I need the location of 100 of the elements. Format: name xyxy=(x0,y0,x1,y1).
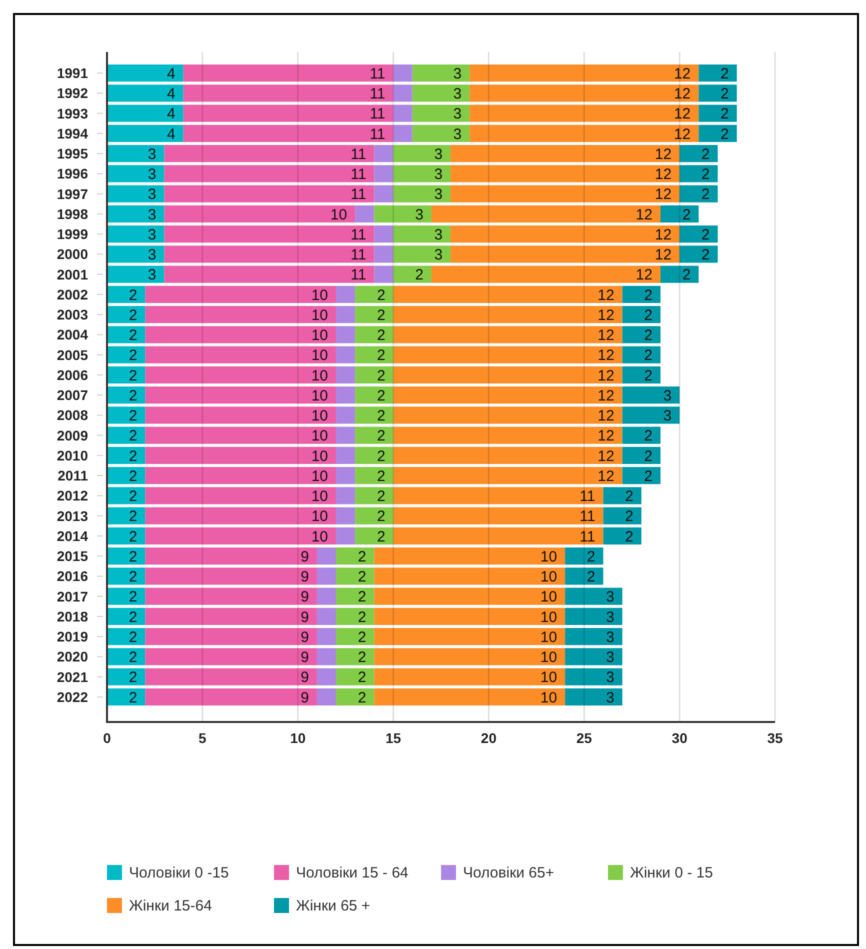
bar xyxy=(336,608,374,625)
bar xyxy=(145,406,336,424)
bar xyxy=(336,446,356,464)
data-label: 2 xyxy=(376,488,386,506)
bar xyxy=(680,165,718,182)
data-label: 12 xyxy=(598,387,614,404)
bar xyxy=(145,527,336,544)
data-label: 9 xyxy=(300,608,309,626)
data-label: 3 xyxy=(663,408,672,425)
bar xyxy=(393,406,622,424)
data-label: 2 xyxy=(376,347,386,364)
data-label: 9 xyxy=(300,548,309,566)
bar xyxy=(393,286,622,303)
bar xyxy=(107,406,146,424)
bar xyxy=(698,84,737,102)
data-label: 11 xyxy=(350,246,366,264)
data-label: 2 xyxy=(376,367,386,384)
bar xyxy=(145,386,336,404)
bar xyxy=(374,246,394,263)
data-label: 2 xyxy=(358,588,366,606)
bar xyxy=(412,84,470,102)
y-tick-label: 2022 xyxy=(56,688,88,705)
y-tick-label: 2015 xyxy=(56,548,88,564)
data-label: 3 xyxy=(453,86,462,103)
data-label: 2 xyxy=(376,306,386,324)
data-label: 2 xyxy=(128,306,138,324)
data-label: 12 xyxy=(636,206,652,224)
data-label: 2 xyxy=(128,387,138,404)
bar xyxy=(336,648,374,666)
x-tick-label: 5 xyxy=(198,730,207,746)
data-label: 11 xyxy=(580,508,596,526)
bar xyxy=(374,588,566,605)
bar xyxy=(164,246,374,263)
bar xyxy=(107,266,164,283)
data-label: 2 xyxy=(128,347,138,364)
x-tick-label: 20 xyxy=(480,730,497,746)
data-label: 12 xyxy=(654,146,672,163)
bar xyxy=(145,588,317,605)
data-label: 2 xyxy=(358,608,366,626)
bar xyxy=(164,185,374,202)
bar xyxy=(355,426,394,444)
bar xyxy=(336,467,356,484)
bar xyxy=(374,648,566,666)
data-label: 3 xyxy=(148,246,156,264)
data-label: 2 xyxy=(128,428,138,445)
bar xyxy=(107,286,146,303)
data-label: 2 xyxy=(376,327,386,344)
data-label: 2 xyxy=(128,468,138,485)
bar xyxy=(355,306,394,324)
data-label: 2 xyxy=(128,408,138,425)
data-label: 3 xyxy=(434,246,443,264)
y-tick-label: 2003 xyxy=(56,306,88,323)
data-label: 2 xyxy=(128,286,138,304)
legend-label: Чоловіки 15 - 64 xyxy=(296,864,408,882)
y-tick-label: 2005 xyxy=(56,346,88,363)
bar xyxy=(145,467,336,484)
data-label: 2 xyxy=(358,548,366,566)
data-label: 10 xyxy=(311,286,328,304)
bar xyxy=(107,588,146,605)
data-label: 2 xyxy=(720,65,729,82)
bar xyxy=(603,507,642,524)
bar xyxy=(107,507,146,524)
bar xyxy=(107,185,164,202)
data-label: 2 xyxy=(128,548,138,566)
bar xyxy=(336,507,356,524)
data-label: 2 xyxy=(644,306,652,324)
bar xyxy=(412,104,470,122)
bar xyxy=(107,124,184,142)
bar xyxy=(107,84,184,102)
x-tick-label: 30 xyxy=(672,730,688,746)
data-label: 2 xyxy=(128,689,138,706)
bar xyxy=(660,266,699,283)
bar xyxy=(622,326,660,344)
bar xyxy=(698,64,737,82)
bar xyxy=(622,386,680,404)
bar xyxy=(145,688,317,706)
bar xyxy=(107,306,146,324)
data-label: 2 xyxy=(358,568,366,586)
data-label: 3 xyxy=(434,146,443,163)
bar xyxy=(107,64,184,82)
bar xyxy=(107,648,146,666)
data-label: 2 xyxy=(376,286,386,304)
bar xyxy=(393,84,412,102)
data-label: 11 xyxy=(580,528,596,546)
bar xyxy=(622,467,660,484)
bar xyxy=(393,386,622,404)
data-label: 11 xyxy=(370,65,386,82)
x-tick-label: 25 xyxy=(576,730,592,746)
data-label: 2 xyxy=(701,226,710,244)
bar xyxy=(698,104,737,122)
bar xyxy=(393,64,412,82)
x-tick-label: 35 xyxy=(767,730,783,746)
bar xyxy=(145,366,336,384)
bar xyxy=(622,406,680,424)
data-label: 10 xyxy=(540,588,558,606)
bar xyxy=(164,226,374,243)
data-label: 9 xyxy=(300,669,309,686)
bar xyxy=(316,668,336,686)
bar xyxy=(355,467,394,484)
bar xyxy=(412,124,470,142)
